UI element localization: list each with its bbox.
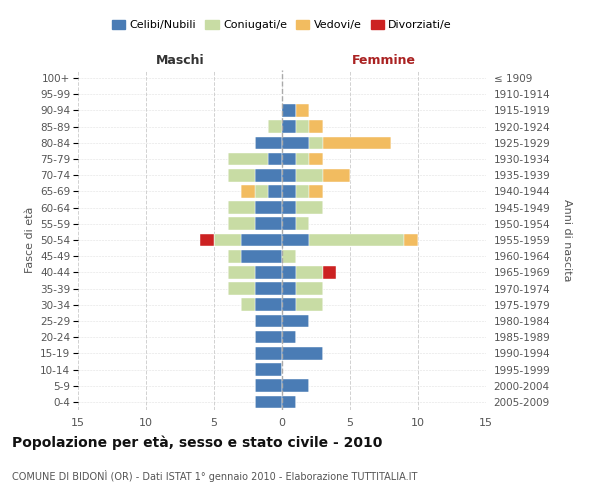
Bar [282,298,296,311]
Bar [227,282,255,295]
Bar [309,152,323,166]
Bar [282,152,296,166]
Bar [282,250,296,262]
Bar [282,331,296,344]
Bar [282,218,296,230]
Bar [255,396,282,408]
Bar [227,202,255,214]
Bar [268,152,282,166]
Bar [282,347,323,360]
Bar [296,298,323,311]
Bar [323,136,391,149]
Bar [241,234,282,246]
Bar [255,185,268,198]
Bar [296,218,309,230]
Bar [282,104,296,117]
Bar [282,282,296,295]
Bar [255,136,282,149]
Y-axis label: Anni di nascita: Anni di nascita [562,198,572,281]
Bar [309,185,323,198]
Bar [227,250,241,262]
Bar [255,331,282,344]
Bar [282,120,296,133]
Bar [296,202,323,214]
Bar [227,152,268,166]
Bar [241,250,282,262]
Bar [296,266,323,278]
Text: Popolazione per età, sesso e stato civile - 2010: Popolazione per età, sesso e stato civil… [12,435,382,450]
Bar [282,396,296,408]
Bar [255,266,282,278]
Bar [404,234,418,246]
Bar [282,314,309,328]
Bar [255,363,282,376]
Bar [282,136,309,149]
Bar [214,234,241,246]
Bar [282,380,309,392]
Y-axis label: Fasce di età: Fasce di età [25,207,35,273]
Bar [282,234,309,246]
Bar [255,202,282,214]
Bar [255,380,282,392]
Bar [268,120,282,133]
Bar [296,152,309,166]
Bar [255,218,282,230]
Bar [296,282,323,295]
Bar [255,298,282,311]
Bar [241,185,255,198]
Bar [323,169,350,181]
Bar [309,136,323,149]
Bar [296,104,309,117]
Bar [282,266,296,278]
Bar [255,169,282,181]
Bar [282,169,296,181]
Legend: Celibi/Nubili, Coniugati/e, Vedovi/e, Divorziati/e: Celibi/Nubili, Coniugati/e, Vedovi/e, Di… [107,16,457,35]
Bar [200,234,214,246]
Bar [255,282,282,295]
Bar [268,185,282,198]
Bar [296,120,309,133]
Text: Femmine: Femmine [352,54,416,67]
Bar [227,169,255,181]
Bar [296,185,309,198]
Bar [255,347,282,360]
Text: COMUNE DI BIDONÌ (OR) - Dati ISTAT 1° gennaio 2010 - Elaborazione TUTTITALIA.IT: COMUNE DI BIDONÌ (OR) - Dati ISTAT 1° ge… [12,470,418,482]
Bar [282,202,296,214]
Bar [227,218,255,230]
Bar [296,169,323,181]
Bar [241,298,255,311]
Bar [309,120,323,133]
Bar [227,266,255,278]
Bar [255,314,282,328]
Bar [323,266,337,278]
Bar [309,234,404,246]
Text: Maschi: Maschi [155,54,205,67]
Bar [282,185,296,198]
